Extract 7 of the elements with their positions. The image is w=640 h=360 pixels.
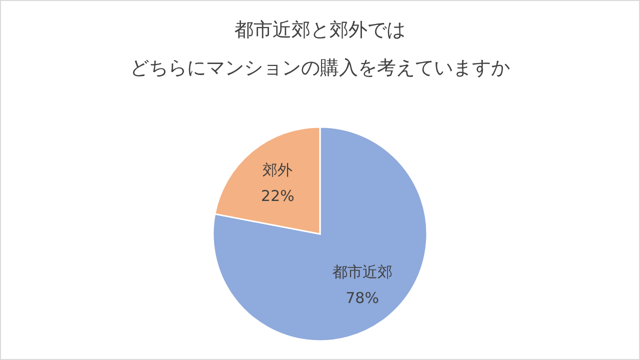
slice-label: 郊外 <box>262 160 293 179</box>
chart-title: 都市近郊と郊外では <box>234 19 406 41</box>
data-label: 22% <box>261 186 294 205</box>
slice-label: 都市近郊 <box>332 263 392 282</box>
data-label: 78% <box>346 289 379 308</box>
chart-subtitle: どちらにマンションの購入を考えていますか <box>130 57 510 79</box>
pie-slice <box>212 126 428 342</box>
